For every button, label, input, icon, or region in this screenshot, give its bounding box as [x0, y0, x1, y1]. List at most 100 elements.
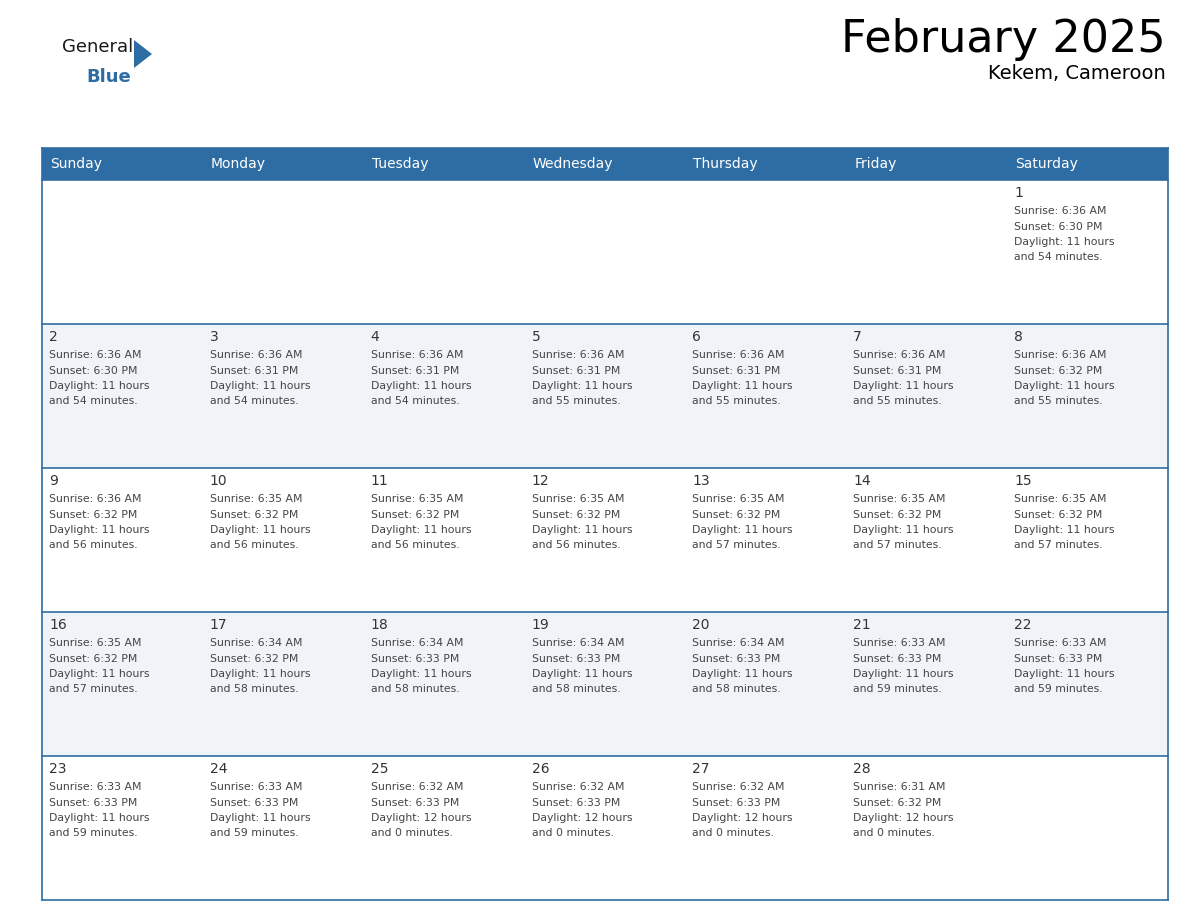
- Polygon shape: [134, 40, 152, 68]
- Text: Sunset: 6:32 PM: Sunset: 6:32 PM: [853, 509, 942, 520]
- Text: Sunrise: 6:35 AM: Sunrise: 6:35 AM: [853, 494, 946, 504]
- Text: and 55 minutes.: and 55 minutes.: [853, 397, 942, 407]
- Text: and 59 minutes.: and 59 minutes.: [49, 829, 138, 838]
- Text: Sunset: 6:33 PM: Sunset: 6:33 PM: [531, 798, 620, 808]
- Text: 13: 13: [693, 474, 710, 488]
- Text: Sunset: 6:33 PM: Sunset: 6:33 PM: [210, 798, 298, 808]
- Text: Daylight: 11 hours: Daylight: 11 hours: [853, 381, 954, 391]
- Text: 17: 17: [210, 618, 227, 632]
- Text: Sunrise: 6:33 AM: Sunrise: 6:33 AM: [1015, 638, 1107, 648]
- Text: Daylight: 11 hours: Daylight: 11 hours: [531, 525, 632, 535]
- Text: 20: 20: [693, 618, 710, 632]
- Text: Daylight: 11 hours: Daylight: 11 hours: [853, 525, 954, 535]
- Text: 22: 22: [1015, 618, 1031, 632]
- Text: Monday: Monday: [210, 157, 266, 171]
- Text: Sunrise: 6:33 AM: Sunrise: 6:33 AM: [49, 782, 141, 792]
- Text: Daylight: 11 hours: Daylight: 11 hours: [1015, 237, 1114, 247]
- Text: 3: 3: [210, 330, 219, 344]
- Text: Sunset: 6:32 PM: Sunset: 6:32 PM: [49, 509, 138, 520]
- Text: and 58 minutes.: and 58 minutes.: [210, 685, 298, 695]
- Text: and 55 minutes.: and 55 minutes.: [1015, 397, 1102, 407]
- Text: 5: 5: [531, 330, 541, 344]
- Text: Daylight: 11 hours: Daylight: 11 hours: [1015, 381, 1114, 391]
- Text: and 55 minutes.: and 55 minutes.: [693, 397, 781, 407]
- Text: Sunset: 6:32 PM: Sunset: 6:32 PM: [531, 509, 620, 520]
- Text: and 58 minutes.: and 58 minutes.: [371, 685, 460, 695]
- Text: Daylight: 11 hours: Daylight: 11 hours: [1015, 669, 1114, 679]
- Text: and 54 minutes.: and 54 minutes.: [371, 397, 460, 407]
- Text: Daylight: 11 hours: Daylight: 11 hours: [49, 525, 150, 535]
- Text: Sunset: 6:32 PM: Sunset: 6:32 PM: [1015, 509, 1102, 520]
- Text: Sunrise: 6:35 AM: Sunrise: 6:35 AM: [371, 494, 463, 504]
- Text: 25: 25: [371, 762, 388, 776]
- Text: Sunrise: 6:36 AM: Sunrise: 6:36 AM: [371, 350, 463, 360]
- Text: Sunset: 6:31 PM: Sunset: 6:31 PM: [693, 365, 781, 375]
- Text: Sunrise: 6:36 AM: Sunrise: 6:36 AM: [1015, 206, 1107, 216]
- Text: Thursday: Thursday: [694, 157, 758, 171]
- Text: and 56 minutes.: and 56 minutes.: [531, 541, 620, 551]
- Text: 12: 12: [531, 474, 549, 488]
- Text: Sunset: 6:32 PM: Sunset: 6:32 PM: [210, 509, 298, 520]
- Text: 8: 8: [1015, 330, 1023, 344]
- Text: 19: 19: [531, 618, 549, 632]
- Text: Sunset: 6:32 PM: Sunset: 6:32 PM: [1015, 365, 1102, 375]
- Text: Sunset: 6:33 PM: Sunset: 6:33 PM: [693, 654, 781, 664]
- Text: Sunset: 6:33 PM: Sunset: 6:33 PM: [853, 654, 942, 664]
- Bar: [42, 756, 1168, 900]
- Text: 24: 24: [210, 762, 227, 776]
- Text: Sunset: 6:30 PM: Sunset: 6:30 PM: [49, 365, 138, 375]
- Text: and 57 minutes.: and 57 minutes.: [1015, 541, 1102, 551]
- Text: Sunset: 6:30 PM: Sunset: 6:30 PM: [1015, 221, 1102, 231]
- Text: Daylight: 12 hours: Daylight: 12 hours: [531, 813, 632, 823]
- Text: 4: 4: [371, 330, 379, 344]
- Bar: [42, 180, 1168, 324]
- Text: and 54 minutes.: and 54 minutes.: [1015, 252, 1102, 263]
- Text: 28: 28: [853, 762, 871, 776]
- Text: Daylight: 11 hours: Daylight: 11 hours: [371, 669, 472, 679]
- Text: and 59 minutes.: and 59 minutes.: [853, 685, 942, 695]
- Text: and 54 minutes.: and 54 minutes.: [210, 397, 298, 407]
- Text: Daylight: 11 hours: Daylight: 11 hours: [49, 381, 150, 391]
- Text: Blue: Blue: [86, 68, 131, 86]
- Bar: [42, 612, 1168, 756]
- Text: Daylight: 11 hours: Daylight: 11 hours: [693, 525, 792, 535]
- Text: and 56 minutes.: and 56 minutes.: [210, 541, 298, 551]
- Text: Sunset: 6:32 PM: Sunset: 6:32 PM: [371, 509, 459, 520]
- Text: Sunrise: 6:36 AM: Sunrise: 6:36 AM: [49, 350, 141, 360]
- Text: and 56 minutes.: and 56 minutes.: [371, 541, 460, 551]
- Text: Sunrise: 6:35 AM: Sunrise: 6:35 AM: [49, 638, 141, 648]
- Text: Daylight: 11 hours: Daylight: 11 hours: [531, 381, 632, 391]
- Text: 14: 14: [853, 474, 871, 488]
- Text: Sunset: 6:31 PM: Sunset: 6:31 PM: [531, 365, 620, 375]
- Text: 15: 15: [1015, 474, 1031, 488]
- Text: and 0 minutes.: and 0 minutes.: [853, 829, 935, 838]
- Text: and 56 minutes.: and 56 minutes.: [49, 541, 138, 551]
- Text: Daylight: 11 hours: Daylight: 11 hours: [210, 669, 310, 679]
- Text: Sunset: 6:31 PM: Sunset: 6:31 PM: [371, 365, 459, 375]
- Text: General: General: [62, 38, 133, 56]
- Text: Daylight: 11 hours: Daylight: 11 hours: [210, 525, 310, 535]
- Text: Sunrise: 6:32 AM: Sunrise: 6:32 AM: [531, 782, 624, 792]
- Text: Daylight: 12 hours: Daylight: 12 hours: [693, 813, 792, 823]
- Text: 11: 11: [371, 474, 388, 488]
- Text: Sunrise: 6:33 AM: Sunrise: 6:33 AM: [853, 638, 946, 648]
- Text: 6: 6: [693, 330, 701, 344]
- Text: Tuesday: Tuesday: [372, 157, 428, 171]
- Bar: [42, 324, 1168, 468]
- Text: Saturday: Saturday: [1015, 157, 1078, 171]
- Text: Sunrise: 6:32 AM: Sunrise: 6:32 AM: [371, 782, 463, 792]
- Text: 16: 16: [49, 618, 67, 632]
- Text: Sunset: 6:32 PM: Sunset: 6:32 PM: [210, 654, 298, 664]
- Text: Sunrise: 6:35 AM: Sunrise: 6:35 AM: [531, 494, 624, 504]
- Text: 9: 9: [49, 474, 58, 488]
- Text: and 58 minutes.: and 58 minutes.: [693, 685, 781, 695]
- Text: February 2025: February 2025: [841, 18, 1165, 61]
- Text: Sunrise: 6:35 AM: Sunrise: 6:35 AM: [1015, 494, 1107, 504]
- Text: Sunrise: 6:36 AM: Sunrise: 6:36 AM: [210, 350, 303, 360]
- Text: Sunrise: 6:33 AM: Sunrise: 6:33 AM: [210, 782, 303, 792]
- Text: 18: 18: [371, 618, 388, 632]
- Text: Sunrise: 6:32 AM: Sunrise: 6:32 AM: [693, 782, 785, 792]
- Text: and 55 minutes.: and 55 minutes.: [531, 397, 620, 407]
- Text: Daylight: 11 hours: Daylight: 11 hours: [1015, 525, 1114, 535]
- Text: Sunday: Sunday: [50, 157, 102, 171]
